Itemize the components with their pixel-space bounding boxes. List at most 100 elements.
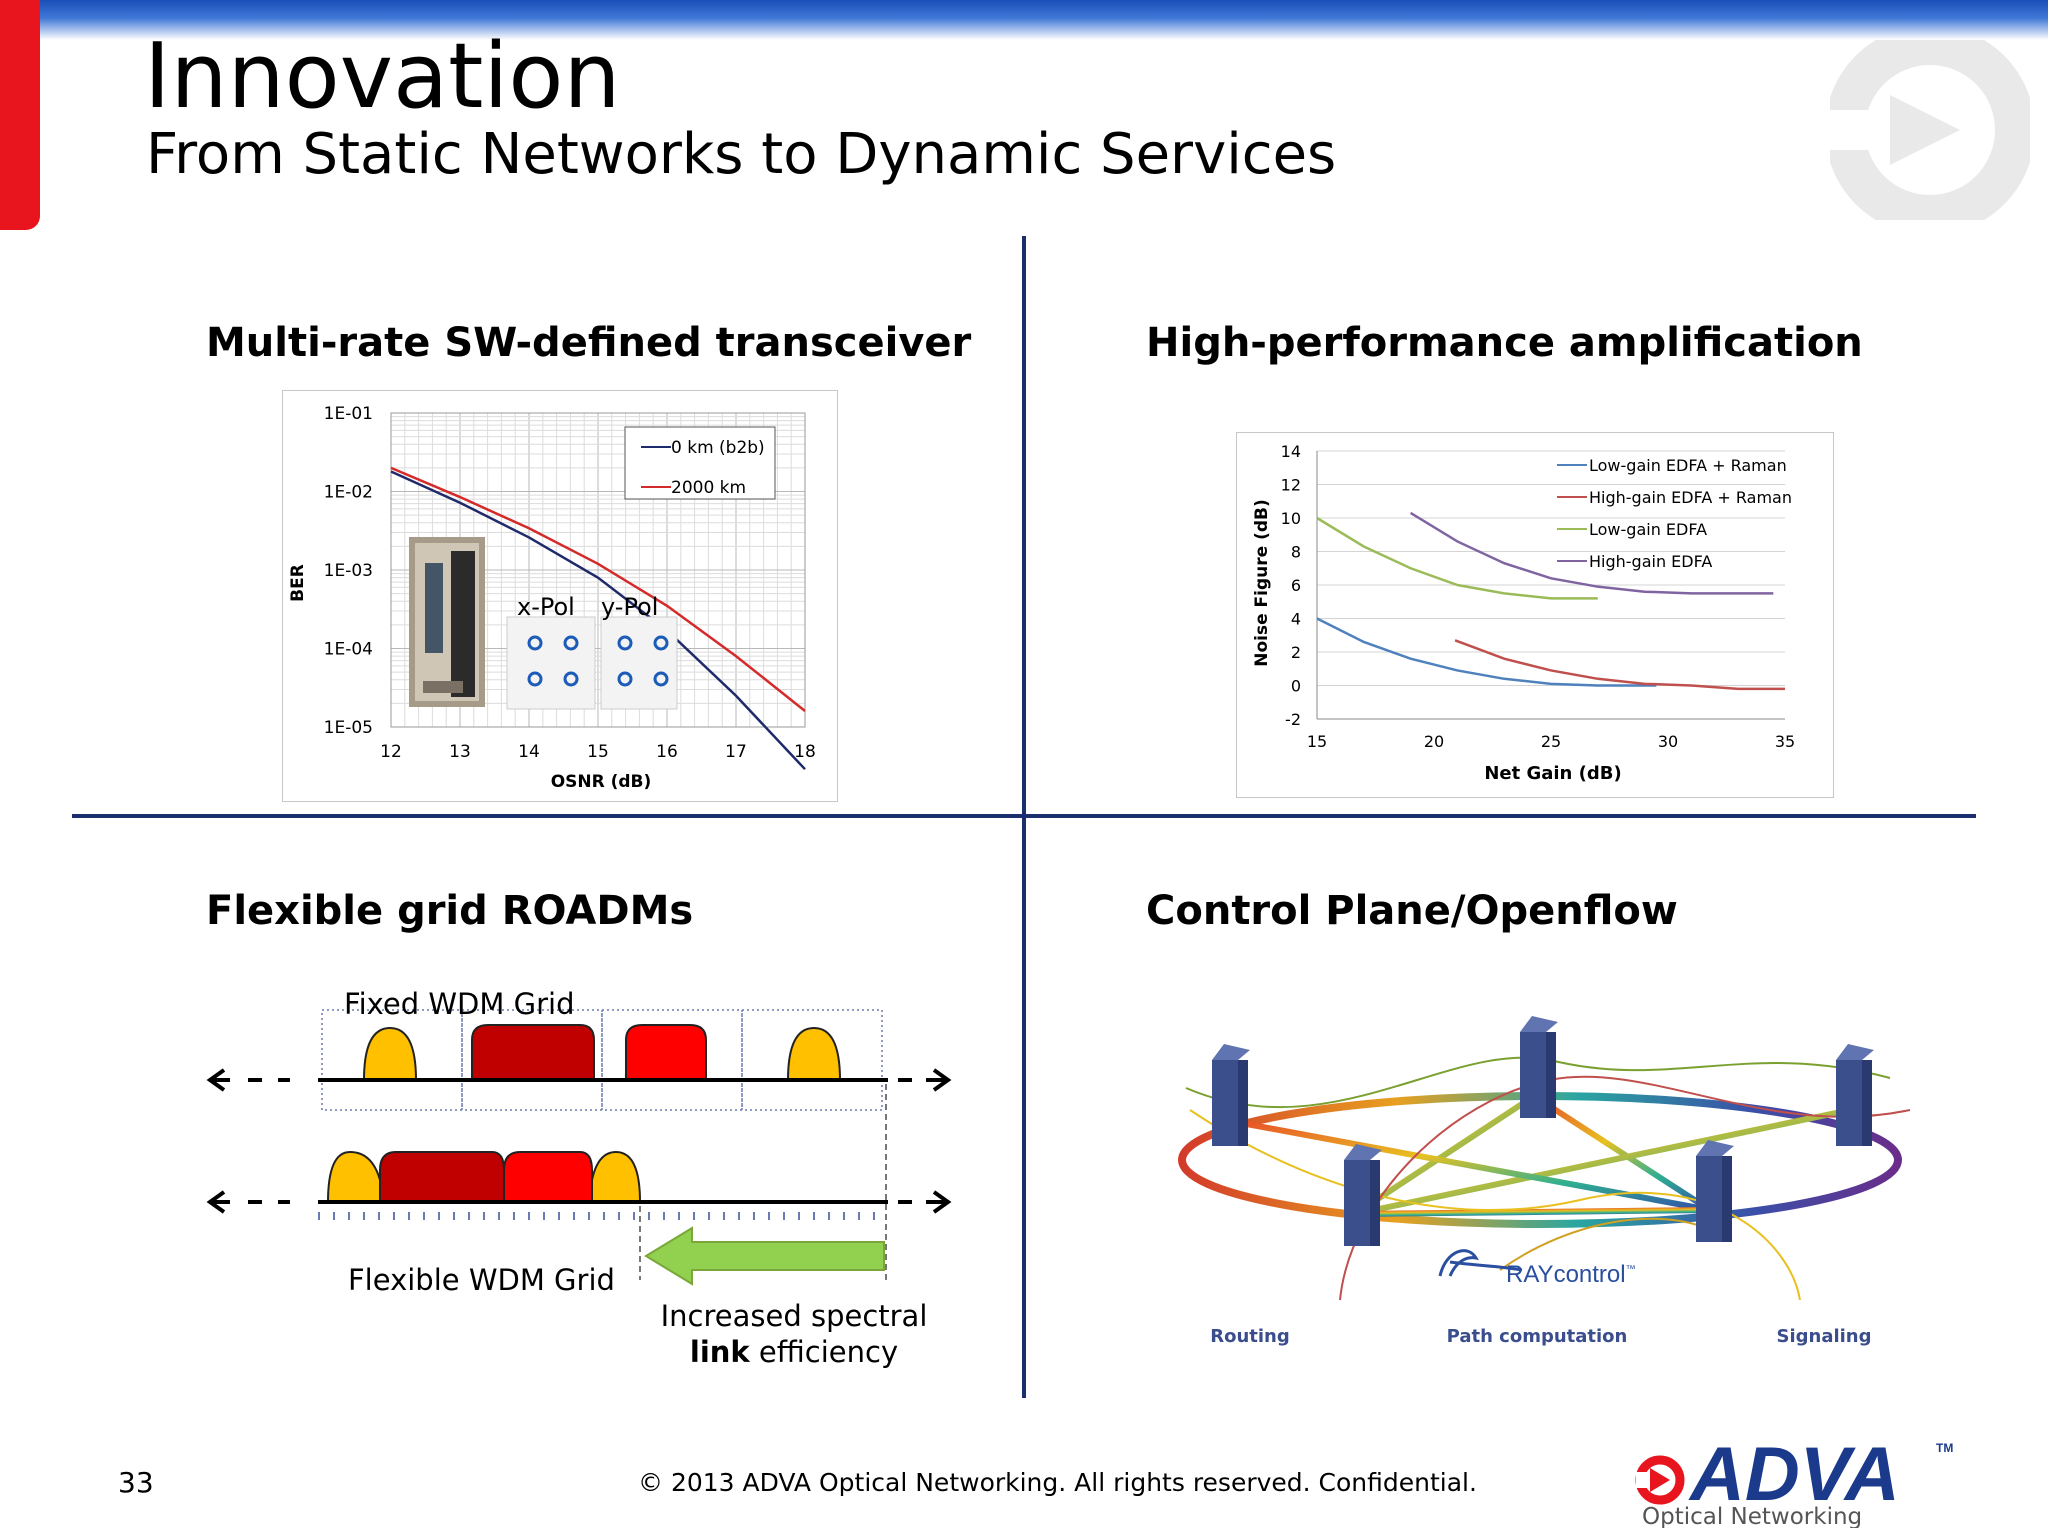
horizontal-divider	[72, 814, 1976, 818]
watermark-logo-icon	[1830, 40, 2030, 220]
label-signaling: Signaling	[1776, 1326, 1871, 1347]
nf-series-line	[1316, 617, 1657, 687]
nf-ylabel: Noise Figure (dB)	[1252, 499, 1272, 667]
adva-logo-mark-icon	[1635, 1455, 1685, 1505]
copyright-text: © 2013 ADVA Optical Networking. All righ…	[638, 1468, 1477, 1497]
flex-axis-arrows	[206, 1190, 952, 1214]
efficiency-line1: Increased spectral	[661, 1299, 928, 1333]
flexgrid-diagram: Fixed WDM Grid Flexible WDM Grid Increas…	[206, 987, 952, 1369]
mesh-links	[1224, 1093, 1851, 1217]
nf-series-line	[1454, 639, 1785, 691]
page-number: 33	[118, 1466, 154, 1499]
raycontrol-tm: ™	[1626, 1264, 1636, 1275]
amplification-title: High-performance amplification	[1146, 320, 1863, 366]
flex-channel-2	[379, 1151, 505, 1203]
x-pol-constellation	[506, 616, 596, 710]
router-nodes	[1212, 1016, 1874, 1246]
nf-ytick: 6	[1291, 576, 1301, 595]
slide-title: Innovation	[144, 24, 621, 129]
flex-channel-4	[591, 1150, 642, 1203]
nf-series-line	[1316, 516, 1598, 600]
nf-xtick: 35	[1775, 732, 1795, 751]
ber-xtick: 12	[380, 742, 402, 762]
adva-logo-tm: TM	[1936, 1441, 1953, 1455]
router-node-icon	[1696, 1140, 1734, 1242]
ber-xtick: 18	[794, 742, 816, 762]
ber-ylabel: BER	[288, 564, 308, 602]
adva-logo: ADVA TM Optical Networking	[1635, 1432, 1953, 1528]
nf-legend-label: High-gain EDFA + Raman	[1589, 488, 1792, 507]
nf-ytick: 12	[1281, 476, 1301, 495]
nf-legend: Low-gain EDFA + Raman High-gain EDFA + Ra…	[1557, 456, 1792, 571]
slide-subtitle: From Static Networks to Dynamic Services	[146, 122, 1337, 187]
nf-grid	[1316, 450, 1785, 720]
y-pol-constellation	[600, 616, 678, 710]
legend-2000km: 2000 km	[671, 478, 746, 498]
nf-xtick: 25	[1541, 732, 1561, 751]
transceiver-title: Multi-rate SW-defined transceiver	[206, 320, 972, 366]
nf-series-group	[1316, 511, 1785, 691]
ber-ticks: 12 13 14 15 16 17 18 1E-01 1E-02 1E-03 1E-04 1E-05	[324, 404, 816, 762]
router-node-icon	[1836, 1044, 1874, 1146]
raycontrol-text: RAYcontrol	[1506, 1261, 1626, 1288]
ber-xlabel: OSNR (dB)	[551, 772, 652, 792]
ber-legend: 0 km (b2b) 2000 km	[624, 426, 776, 500]
nf-ytick: 8	[1291, 543, 1301, 562]
flex-channel-3	[503, 1151, 593, 1203]
ber-series-group	[390, 466, 806, 771]
ber-xtick: 17	[725, 742, 747, 762]
ber-ytick: 1E-01	[324, 404, 373, 424]
ber-xtick: 15	[587, 742, 609, 762]
fixed-grid-label: Fixed WDM Grid	[344, 987, 574, 1021]
raycontrol-swirl-icon	[1438, 1249, 1523, 1277]
efficiency-bold: link	[690, 1335, 751, 1369]
efficiency-rest: efficiency	[750, 1335, 898, 1369]
router-node-icon	[1520, 1016, 1558, 1118]
fixed-channel-1	[362, 1026, 418, 1081]
nf-xtick: 15	[1307, 732, 1327, 751]
nf-ytick: 14	[1281, 442, 1301, 461]
efficiency-arrow-icon	[644, 1226, 885, 1286]
fixed-channel-3	[625, 1024, 707, 1081]
top-gradient-bar	[0, 0, 2048, 40]
fixed-channel-2	[471, 1024, 595, 1081]
x-pol-label: x-Pol	[517, 593, 575, 621]
ber-xtick: 13	[449, 742, 471, 762]
router-node-icon	[1344, 1144, 1382, 1246]
nf-xtick: 30	[1658, 732, 1678, 751]
raycontrol-brand: RAYcontrol™	[1506, 1261, 1636, 1288]
ber-ytick: 1E-05	[324, 718, 373, 738]
label-routing: Routing	[1210, 1326, 1290, 1347]
nf-ytick: 0	[1291, 677, 1301, 696]
ber-series-line	[390, 466, 806, 712]
efficiency-line2: link efficiency	[690, 1335, 898, 1369]
nf-ytick: -2	[1285, 710, 1301, 729]
fixed-grid-slots	[321, 1009, 883, 1111]
nf-legend-label: Low-gain EDFA	[1589, 520, 1707, 539]
ber-ytick: 1E-02	[324, 483, 373, 503]
fixed-channel-4	[786, 1026, 842, 1081]
red-corner-tab	[0, 0, 40, 230]
nf-series-line	[1409, 511, 1774, 595]
ber-series-line	[390, 470, 806, 771]
roadm-title: Flexible grid ROADMs	[206, 888, 694, 934]
label-path-computation: Path computation	[1447, 1326, 1628, 1347]
ber-ytick: 1E-03	[324, 561, 373, 581]
nf-ytick: 2	[1291, 643, 1301, 662]
nf-ytick: 10	[1281, 509, 1301, 528]
nf-legend-label: Low-gain EDFA + Raman	[1589, 456, 1787, 475]
ber-plot-frame	[390, 412, 806, 728]
nf-xlabel: Net Gain (dB)	[1484, 763, 1621, 784]
legend-0km: 0 km (b2b)	[671, 438, 765, 458]
ber-ytick: 1E-04	[324, 640, 373, 660]
router-node-icon	[1212, 1044, 1250, 1146]
ber-xtick: 14	[518, 742, 540, 762]
nf-legend-label: High-gain EDFA	[1589, 552, 1712, 571]
flexible-grid-label: Flexible WDM Grid	[348, 1263, 615, 1297]
ber-xtick: 16	[656, 742, 678, 762]
ber-osnr-chart: 12 13 14 15 16 17 181E-011E-021E-031E-041E-05 …	[282, 390, 838, 802]
nf-xtick: 20	[1424, 732, 1444, 751]
nf-ytick: 4	[1291, 610, 1301, 629]
